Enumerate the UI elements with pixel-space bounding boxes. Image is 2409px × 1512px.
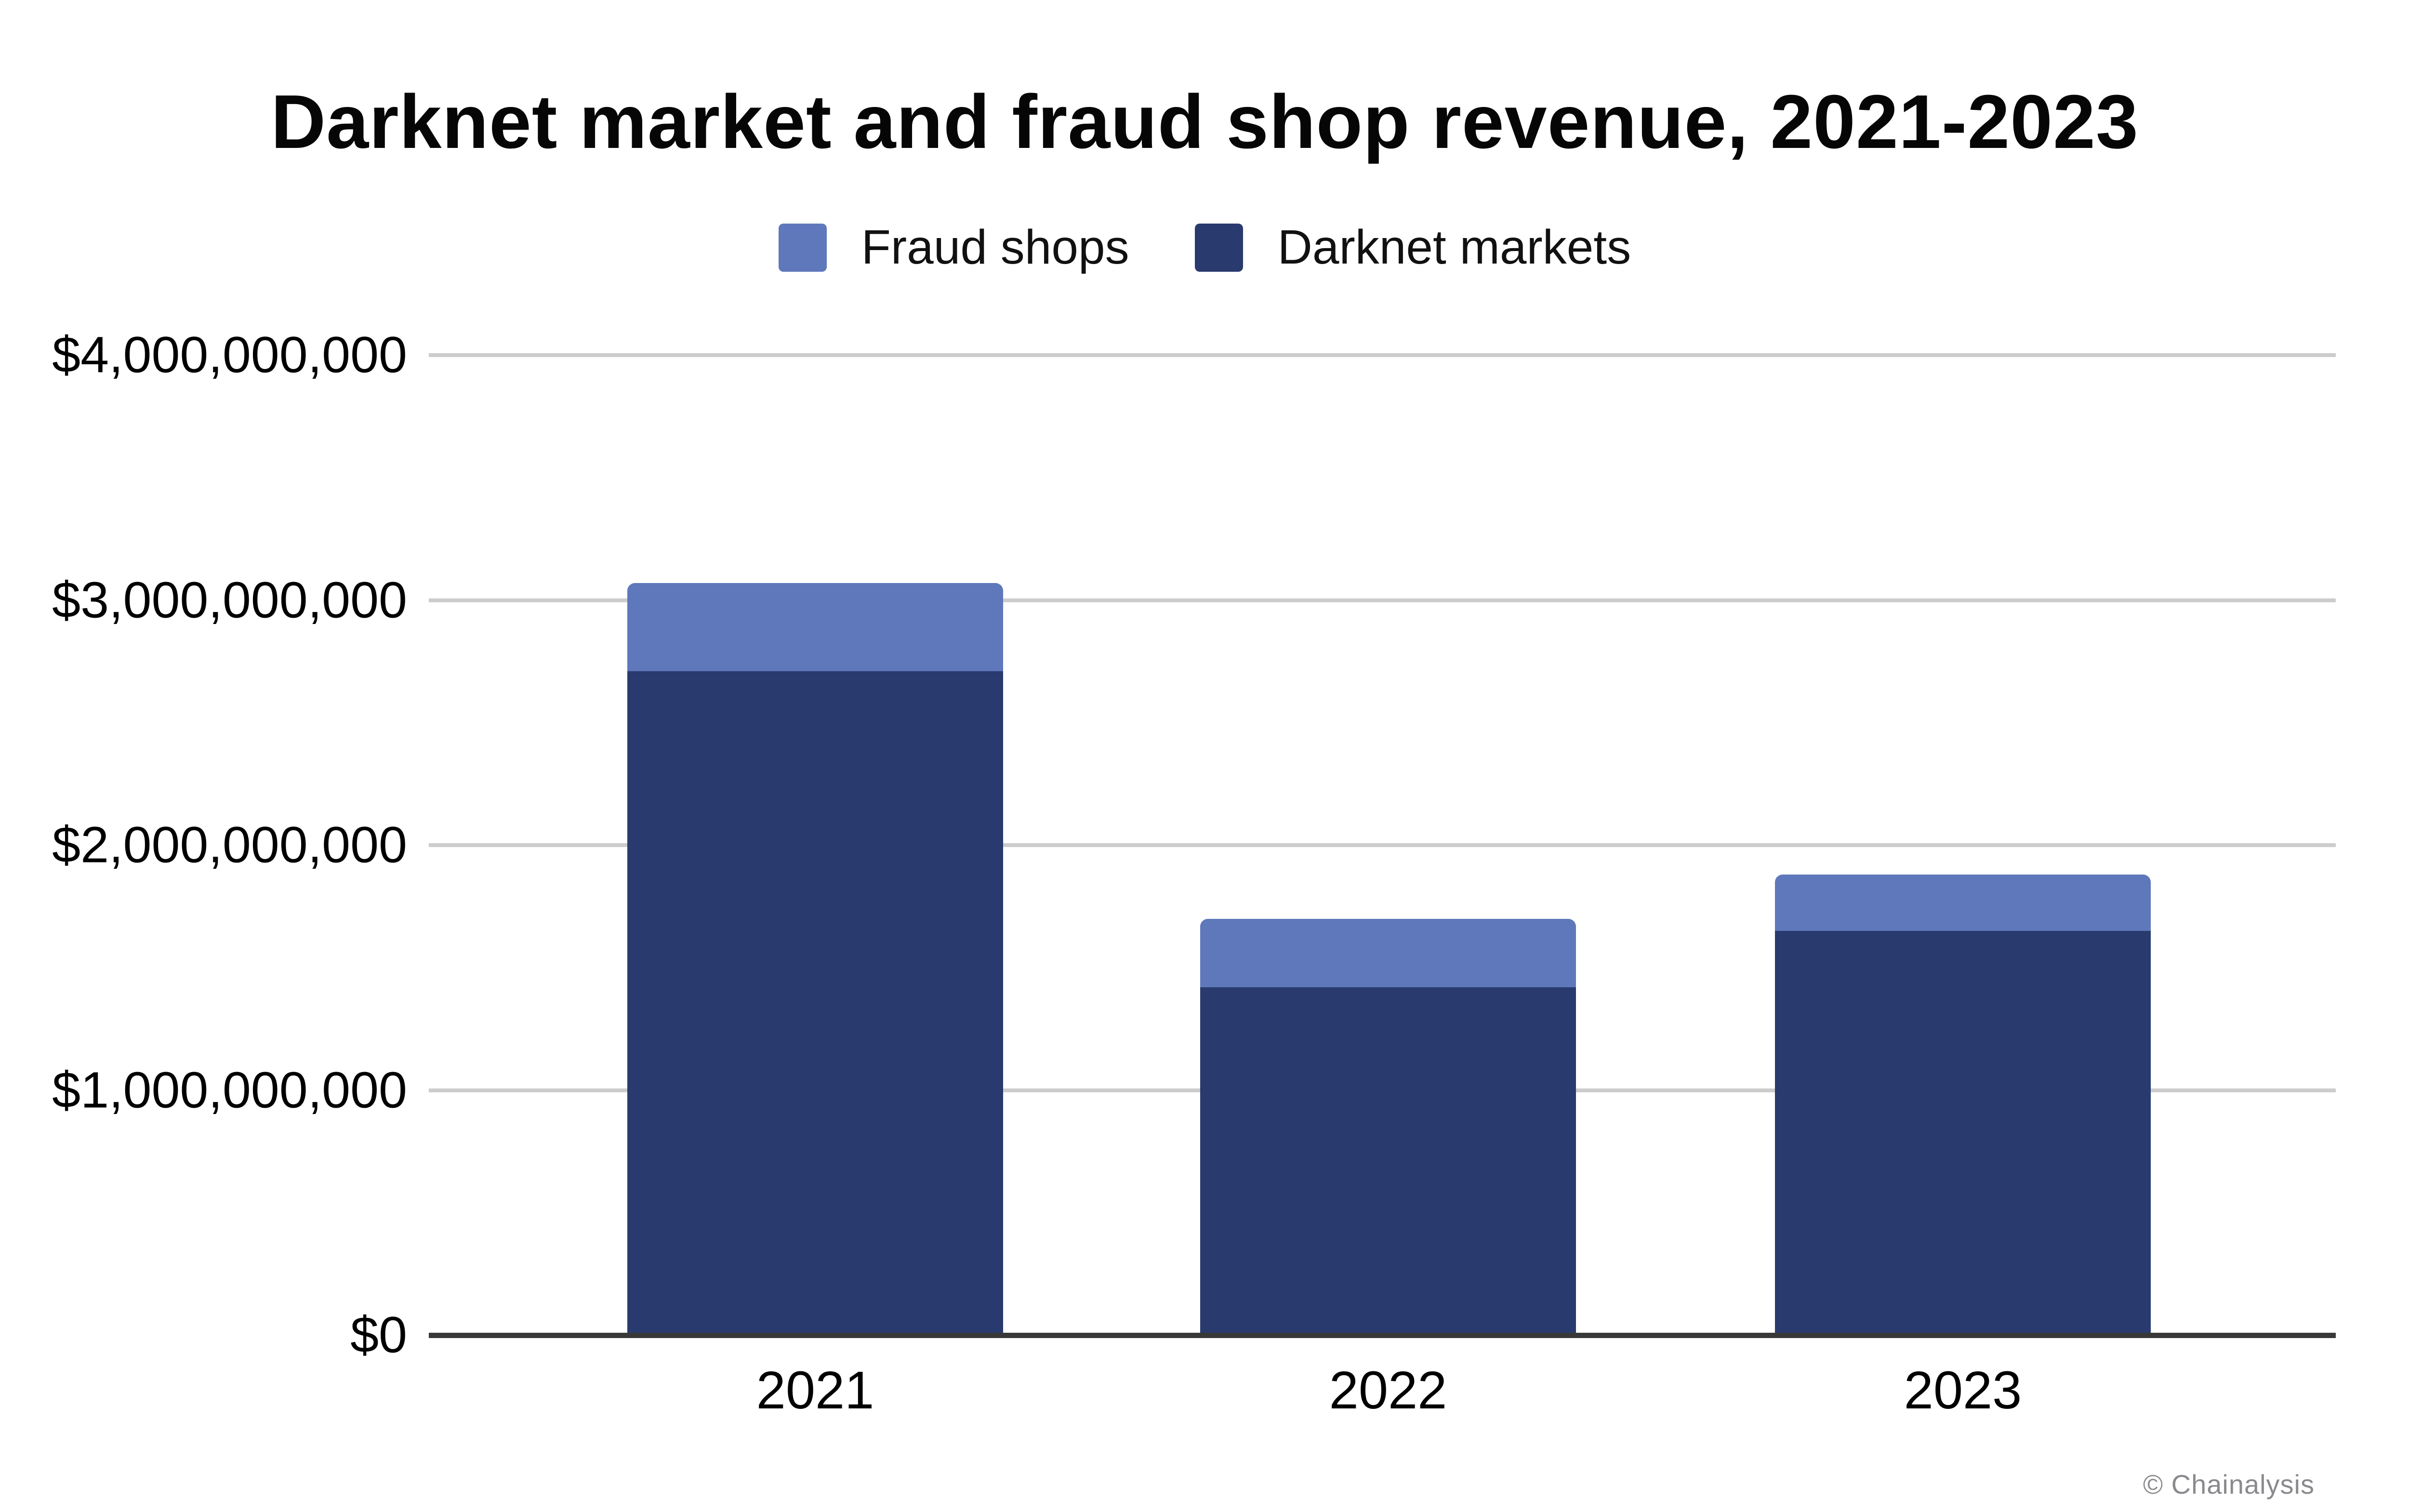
darknet-markets-swatch-icon: [1194, 223, 1243, 272]
legend: Fraud shops Darknet markets: [0, 220, 2409, 275]
y-tick-label-4b: $4,000,000,000: [52, 326, 407, 384]
gridline-4b: [429, 353, 2336, 357]
bar-segment-darknet-markets-2022: [1200, 987, 1576, 1335]
gridline-2b: [429, 843, 2336, 847]
bar-segment-fraud-shops-2022: [1200, 919, 1576, 987]
legend-item-fraud-shops: Fraud shops: [778, 220, 1129, 275]
y-tick-label-1b: $1,000,000,000: [52, 1061, 407, 1119]
y-tick-label-2b: $2,000,000,000: [52, 816, 407, 874]
x-tick-label-2021: 2021: [756, 1361, 874, 1420]
bar-segment-fraud-shops-2021: [627, 583, 1003, 671]
chart-title: Darknet market and fraud shop revenue, 2…: [271, 80, 2139, 164]
legend-item-darknet-markets: Darknet markets: [1194, 220, 1631, 275]
x-axis-line: [429, 1333, 2336, 1338]
bar-2022: [1200, 919, 1576, 1335]
chainalysis-watermark: © Chainalysis: [2143, 1469, 2315, 1499]
bar-2021: [627, 583, 1003, 1335]
bar-2023: [1775, 875, 2151, 1335]
legend-label-fraud-shops: Fraud shops: [861, 220, 1129, 274]
gridline-3b: [429, 598, 2336, 602]
plot-area: 2021 2022 2023: [429, 353, 2336, 1420]
y-tick-label-3b: $3,000,000,000: [52, 571, 407, 629]
bar-segment-darknet-markets-2021: [627, 671, 1003, 1335]
y-axis-labels: $4,000,000,000 $3,000,000,000 $2,000,000…: [0, 327, 407, 1364]
fraud-shops-swatch-icon: [778, 223, 827, 272]
y-tick-label-0: $0: [350, 1306, 407, 1364]
bar-segment-fraud-shops-2023: [1775, 875, 2151, 931]
x-tick-label-2023: 2023: [1904, 1361, 2022, 1420]
legend-label-darknet-markets: Darknet markets: [1277, 220, 1631, 274]
bar-segment-darknet-markets-2023: [1775, 931, 2151, 1335]
x-tick-label-2022: 2022: [1329, 1361, 1447, 1420]
